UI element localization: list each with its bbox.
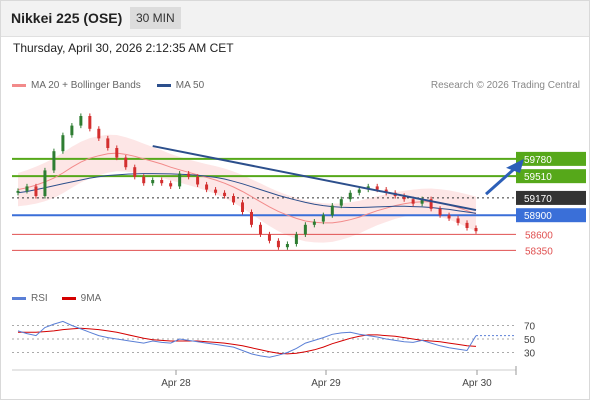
candle-body: [205, 184, 209, 190]
candle-body: [43, 170, 47, 196]
level-badge-58900: [516, 208, 586, 223]
candle-body: [375, 186, 379, 190]
level-label-59510: 59510: [524, 172, 552, 183]
candle-body: [25, 186, 29, 191]
timeframe-badge[interactable]: 30 MIN: [130, 7, 181, 29]
candle-body: [88, 116, 92, 129]
instrument-title: Nikkei 225 (OSE): [11, 10, 123, 26]
x-tick-label: Apr 28: [161, 378, 191, 389]
level-label-59170: 59170: [524, 194, 552, 205]
legend-rsi: RSI: [12, 293, 48, 304]
legend-ma20-label: MA 20 + Bollinger Bands: [31, 80, 141, 91]
candle-body: [223, 192, 227, 196]
level-badge-59510: [516, 169, 586, 184]
candle-body: [178, 173, 182, 187]
candle-body: [456, 218, 460, 223]
legend-rsi-label: RSI: [31, 293, 48, 304]
candle-body: [357, 189, 361, 193]
candle-body: [169, 183, 173, 187]
candle-body: [258, 224, 262, 235]
candle-body: [429, 199, 433, 209]
rsi-swatch: [12, 297, 26, 300]
candle-body: [133, 167, 137, 177]
ma50-line: [17, 173, 477, 214]
ma20-swatch: [12, 84, 26, 87]
legend-ma50: MA 50: [156, 80, 205, 91]
candle-body: [384, 189, 388, 193]
forecast-arrowhead: [506, 158, 524, 173]
rsi-tick-70: 70: [524, 322, 536, 333]
ma20-line: [17, 152, 477, 224]
candle-body: [241, 202, 245, 212]
candle-body: [142, 176, 146, 184]
legend-ma20: MA 20 + Bollinger Bands: [12, 80, 141, 91]
legend-ma50-label: MA 50: [175, 80, 205, 91]
candle-body: [465, 222, 469, 228]
candle-body: [321, 215, 325, 222]
legend-9ma: 9MA: [61, 293, 102, 304]
candle-body: [438, 208, 442, 216]
x-tick-label: Apr 30: [462, 378, 492, 389]
candle-body: [249, 212, 253, 225]
candle-body: [312, 221, 316, 225]
ma50-swatch: [156, 84, 171, 87]
candle-body: [339, 199, 343, 206]
candle-body: [411, 199, 415, 204]
candle-body: [420, 199, 424, 204]
chart-header: Nikkei 225 (OSE) 30 MIN: [0, 0, 590, 37]
candle-body: [124, 157, 128, 168]
candle-body: [267, 234, 271, 241]
candle-body: [474, 228, 478, 232]
rsi-line: [17, 320, 477, 358]
candle-body: [115, 148, 119, 158]
price-legend: MA 20 + Bollinger Bands MA 50: [12, 80, 220, 91]
legend-9ma-label: 9MA: [80, 293, 102, 304]
candle-body: [34, 186, 38, 196]
candle-body: [70, 125, 74, 136]
candle-body: [196, 176, 200, 185]
level-label-58600: 58600: [525, 230, 553, 241]
candle-body: [330, 205, 334, 216]
candle-body: [348, 192, 352, 200]
level-label-59780: 59780: [524, 155, 552, 166]
timestamp: Thursday, April 30, 2026 2:12:35 AM CET: [13, 41, 234, 55]
level-badge-59780: [516, 151, 586, 166]
candle-body: [294, 234, 298, 244]
candle-body: [16, 190, 20, 193]
rsi-tick-30: 30: [524, 349, 536, 360]
level-badge-59170: [516, 190, 586, 205]
candle-body: [79, 116, 83, 126]
rsi-legend: RSI 9MA: [12, 293, 115, 304]
candle-body: [447, 215, 451, 219]
candle-body: [61, 135, 65, 152]
candle-body: [232, 196, 236, 203]
candle-body: [402, 196, 406, 200]
candle-body: [303, 224, 307, 235]
x-tick-label: Apr 29: [311, 378, 341, 389]
candle-body: [276, 240, 280, 248]
candle-body: [160, 180, 164, 184]
rsi-tick-50: 50: [524, 335, 536, 346]
candle-body: [214, 189, 218, 193]
forecast-arrow: [485, 168, 515, 196]
candle-body: [52, 151, 56, 171]
ma9-swatch: [61, 297, 76, 300]
level-label-58900: 58900: [524, 211, 552, 222]
candle-body: [97, 128, 101, 139]
rsi-9ma-line: [18, 327, 477, 355]
candle-body: [187, 173, 191, 177]
candle-body: [106, 138, 110, 148]
level-label-58350: 58350: [525, 246, 553, 257]
research-credit: Research © 2026 Trading Central: [430, 80, 580, 91]
trend-line: [152, 145, 477, 212]
candle-body: [285, 244, 289, 248]
candle-body: [151, 180, 155, 184]
